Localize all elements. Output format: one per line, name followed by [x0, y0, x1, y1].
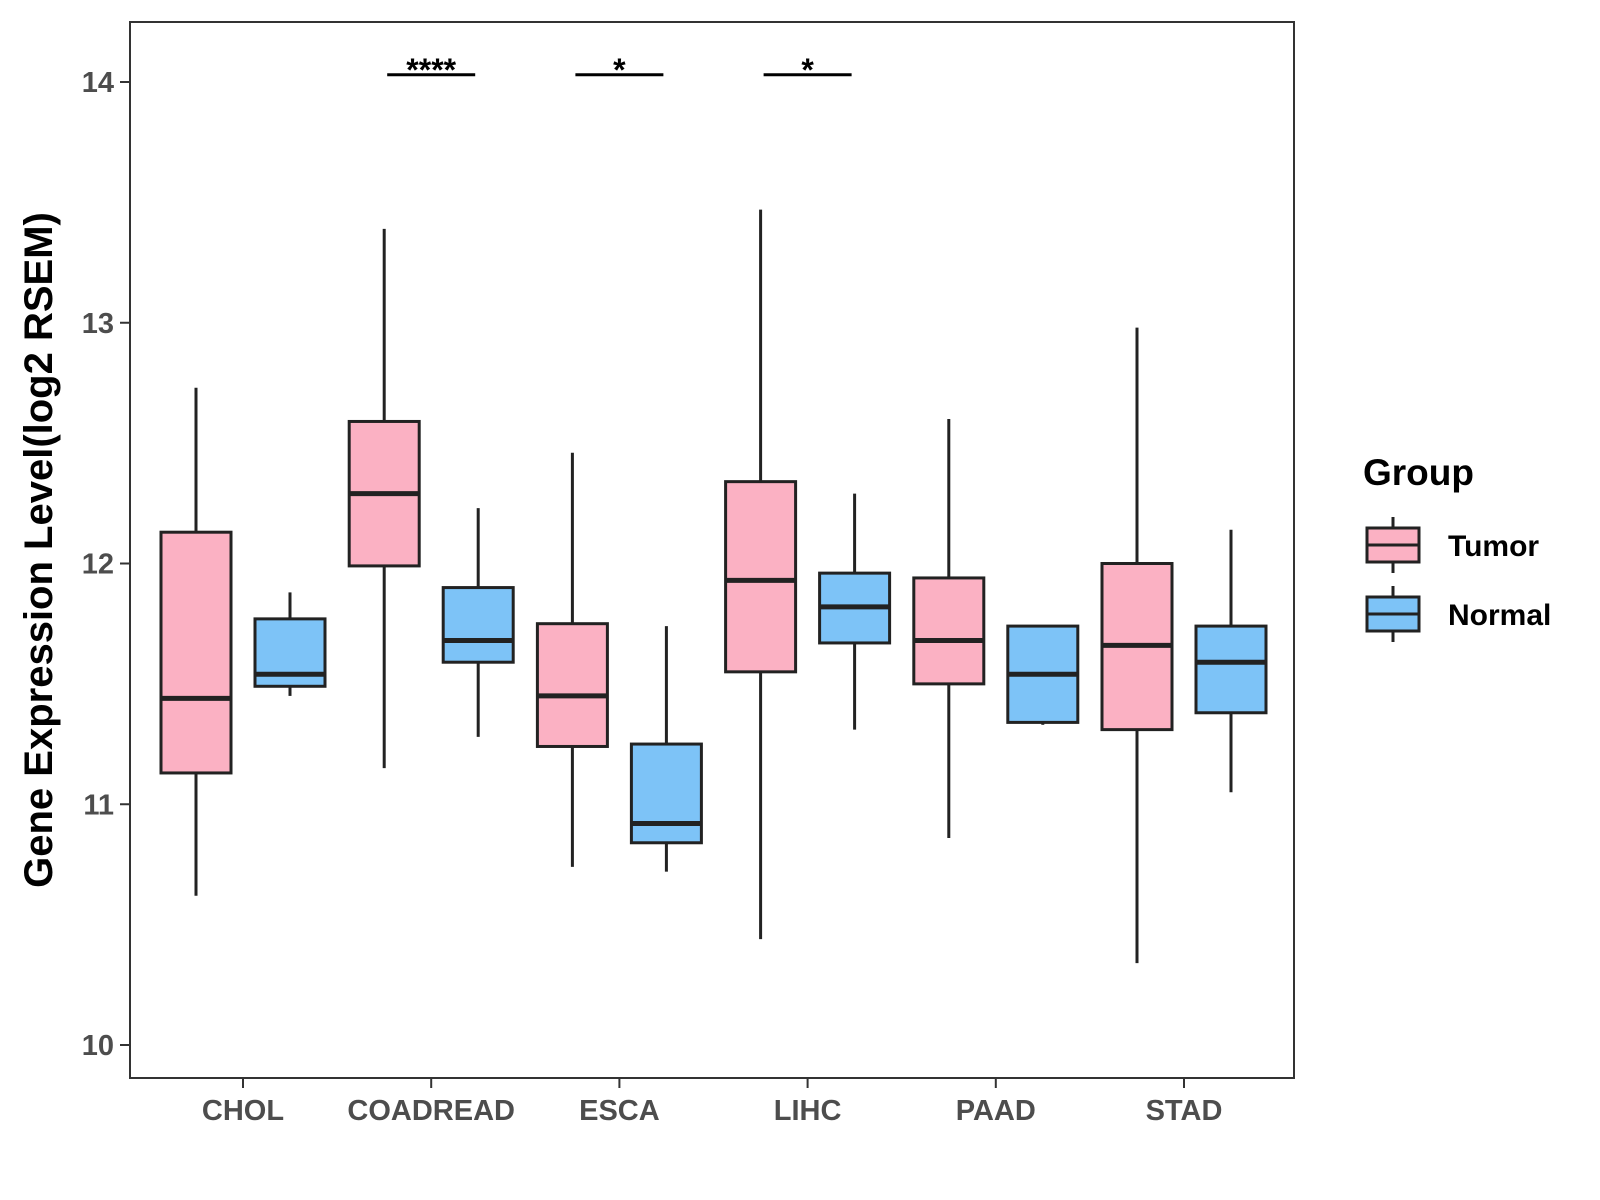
y-tick-label: 13 [82, 308, 114, 340]
legend-item-normal: Normal [1365, 586, 1551, 642]
box-normal-coadread [441, 508, 515, 737]
x-tick-label: LIHC [774, 1095, 842, 1127]
box-tumor-lihc [724, 209, 798, 940]
box-normal-paad [1006, 624, 1080, 725]
box-normal-chol [253, 592, 327, 696]
box-normal-stad [1194, 529, 1268, 793]
x-tick-label: PAAD [956, 1095, 1036, 1127]
box-body [1194, 624, 1268, 715]
x-axis: CHOL COADREAD ESCA LIHC PAAD STAD [202, 1078, 1222, 1127]
box-tumor-chol [159, 387, 233, 896]
plot-boxes [159, 209, 1268, 964]
x-tick-label: CHOL [202, 1095, 284, 1127]
box-tumor-stad [1100, 327, 1174, 964]
x-tick-label: COADREAD [347, 1095, 515, 1127]
box-tumor-coadread [347, 228, 421, 769]
box-normal-esca [629, 626, 703, 872]
significance-label: * [801, 52, 814, 88]
box-normal-lihc [818, 493, 892, 730]
y-axis: 10 11 12 13 14 [82, 67, 130, 1062]
y-axis-title: Gene Expression Level(log2 RSEM) [17, 212, 61, 888]
box-body [441, 586, 515, 664]
box-tumor-esca [535, 452, 609, 867]
legend: Group Tumor Normal [1363, 452, 1551, 642]
significance-annotations: **** * * [387, 52, 852, 88]
legend-item-tumor: Tumor [1365, 517, 1539, 573]
y-tick-label: 12 [82, 549, 114, 581]
box-tumor-paad [912, 419, 986, 838]
box-body [535, 622, 609, 748]
box-body [724, 480, 798, 674]
box-body [159, 530, 233, 775]
legend-label: Normal [1448, 599, 1551, 632]
legend-title: Group [1363, 452, 1474, 493]
plot-panel-border [129, 21, 1295, 1079]
y-tick-label: 11 [83, 789, 114, 821]
significance-label: * [613, 52, 626, 88]
x-tick-label: ESCA [579, 1095, 660, 1127]
significance-label: **** [406, 52, 456, 88]
box-body [912, 576, 986, 686]
legend-label: Tumor [1448, 530, 1539, 563]
x-tick-label: STAD [1146, 1095, 1223, 1127]
y-tick-label: 10 [82, 1030, 114, 1062]
box-body [629, 742, 703, 845]
y-tick-label: 14 [82, 67, 114, 99]
